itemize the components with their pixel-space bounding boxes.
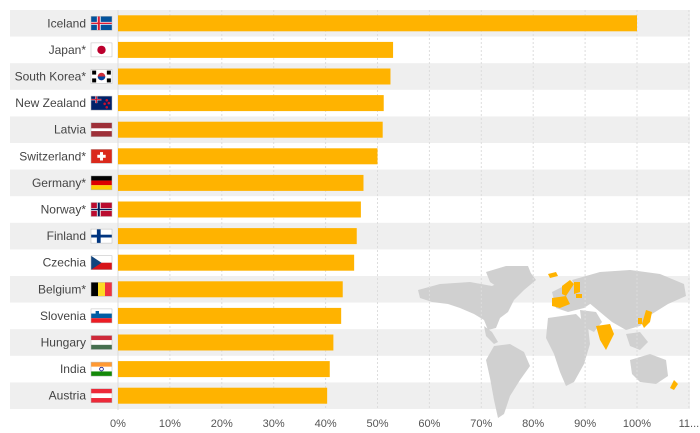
x-tick-label: 50% xyxy=(366,418,388,430)
flag-switzerland-icon xyxy=(90,149,113,164)
category-label: India xyxy=(60,362,86,376)
map-asia xyxy=(572,270,686,330)
x-tick-label: 30% xyxy=(263,418,285,430)
category-label: Switzerland* xyxy=(19,149,86,163)
map-central-europe xyxy=(552,296,570,308)
flag-new-zealand-icon xyxy=(90,95,113,111)
map-australia xyxy=(630,354,668,384)
x-tick-label: 90% xyxy=(574,418,596,430)
map-south-korea xyxy=(638,318,642,324)
bar-india xyxy=(118,361,330,378)
bar-austria xyxy=(118,387,328,404)
flag-slovenia-icon xyxy=(90,308,113,324)
map-iceland xyxy=(548,272,558,278)
map-africa xyxy=(546,314,590,386)
flag-norway-icon xyxy=(90,202,113,217)
flag-japan-icon xyxy=(90,42,113,58)
category-label: Norway* xyxy=(41,203,87,217)
world-map-decoration xyxy=(418,266,686,418)
map-latvia xyxy=(576,294,582,298)
bars xyxy=(118,15,637,404)
flag-finland-icon xyxy=(90,228,113,244)
bar-finland xyxy=(118,228,357,245)
flag-austria-icon xyxy=(90,388,113,403)
bar-japan xyxy=(118,41,394,58)
map-japan xyxy=(642,310,652,328)
bar-switzerland xyxy=(118,148,378,165)
category-label: Latvia xyxy=(54,123,86,137)
bar-hungary xyxy=(118,334,334,351)
category-label: Austria xyxy=(49,389,87,403)
category-label: Belgium* xyxy=(38,282,86,296)
category-label: New Zealand xyxy=(15,96,86,110)
x-axis-ticks: 0% 10% 20% 30% 40% 50% 60% 70% 80% 90% 100% 11... xyxy=(110,418,699,430)
flag-latvia-icon xyxy=(90,122,113,137)
map-south-america xyxy=(486,344,530,418)
category-label: Hungary xyxy=(41,336,86,350)
flag-south-korea-icon xyxy=(90,69,113,84)
category-label: Japan* xyxy=(49,43,87,57)
map-india xyxy=(596,324,614,350)
bar-germany xyxy=(118,174,364,191)
x-tick-label: 20% xyxy=(211,418,233,430)
map-central-america xyxy=(484,326,498,344)
flag-germany-icon xyxy=(90,175,113,191)
category-label: Finland xyxy=(47,229,86,243)
flag-india-icon xyxy=(90,361,113,377)
x-tick-label: 11... xyxy=(679,418,700,430)
bar-iceland xyxy=(118,15,637,32)
x-tick-label: 80% xyxy=(522,418,544,430)
bar-belgium xyxy=(118,281,343,298)
bar-czechia xyxy=(118,254,355,271)
flag-hungary-icon xyxy=(90,335,113,350)
flag-czechia-icon xyxy=(90,255,113,270)
bar-slovenia xyxy=(118,307,342,324)
bar-south-korea xyxy=(118,68,391,85)
x-tick-label: 100% xyxy=(623,418,651,430)
map-greenland xyxy=(486,266,532,290)
flags xyxy=(90,16,113,403)
bar-new-zealand xyxy=(118,95,384,112)
flag-iceland-icon xyxy=(90,16,113,31)
map-southeast-asia xyxy=(626,332,648,350)
map-new-zealand xyxy=(670,380,678,390)
category-label: South Korea* xyxy=(15,70,87,84)
bar-norway xyxy=(118,201,361,218)
bar-latvia xyxy=(118,121,383,138)
map-norway xyxy=(562,280,574,296)
flag-belgium-icon xyxy=(90,282,113,297)
x-tick-label: 10% xyxy=(159,418,181,430)
category-label: Slovenia xyxy=(40,309,86,323)
x-tick-label: 0% xyxy=(110,418,126,430)
x-tick-label: 70% xyxy=(470,418,492,430)
category-label: Iceland xyxy=(47,16,86,30)
x-tick-label: 40% xyxy=(315,418,337,430)
category-label: Germany* xyxy=(32,176,86,190)
category-labels: Iceland Japan* South Korea* New Zealand Latv… xyxy=(15,16,87,402)
map-finland xyxy=(574,282,580,294)
x-tick-label: 60% xyxy=(418,418,440,430)
category-label: Czechia xyxy=(43,256,87,270)
